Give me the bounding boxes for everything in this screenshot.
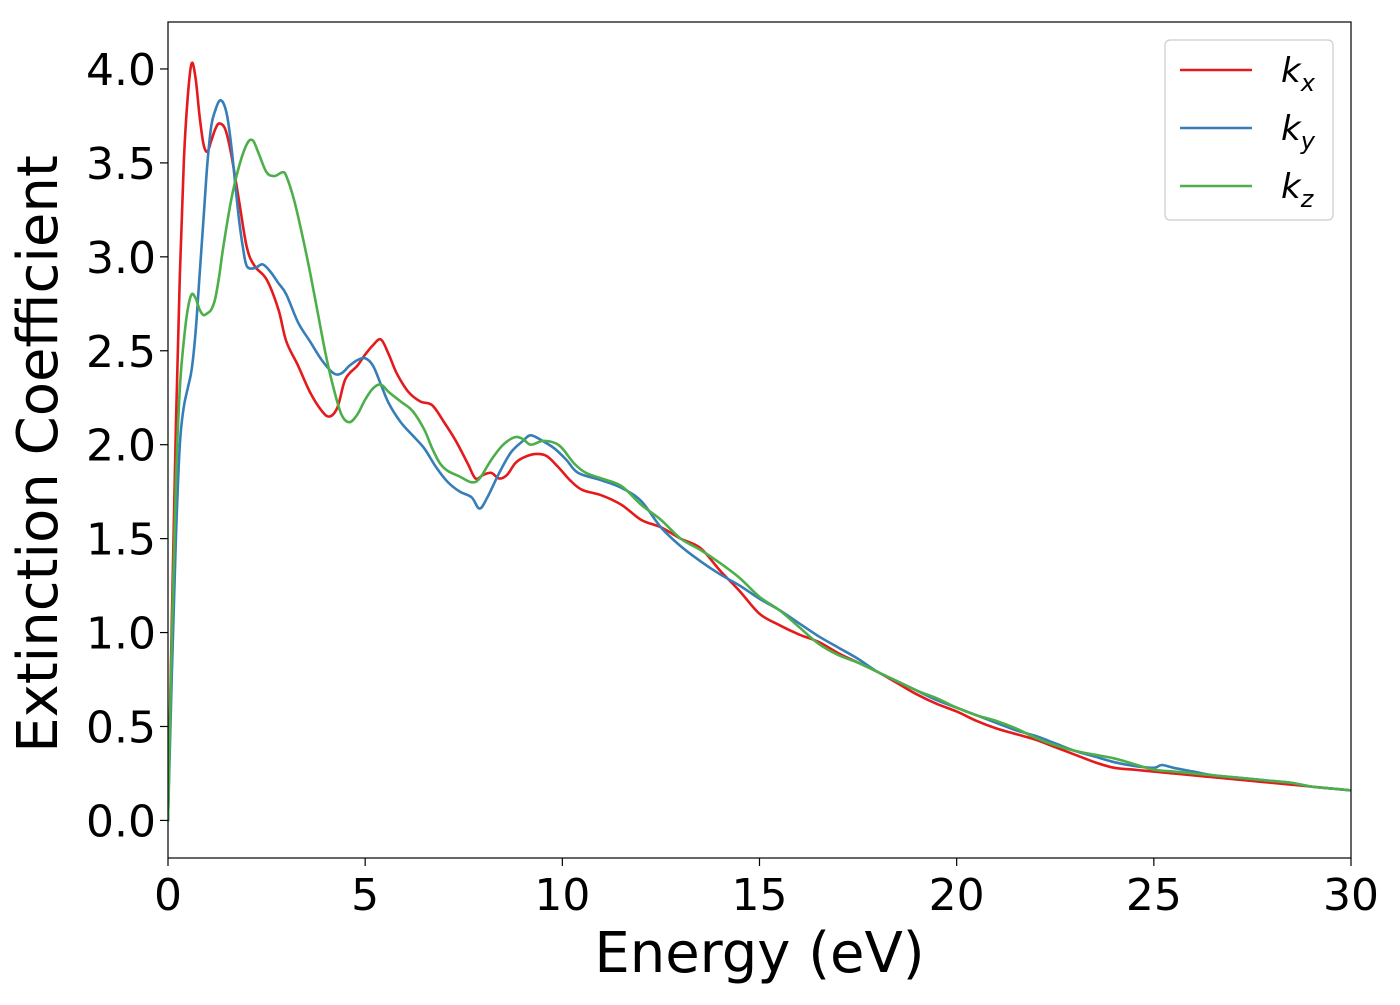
x-tick-label: 20 bbox=[929, 870, 985, 921]
series-layer bbox=[168, 61, 1351, 822]
x-tick-label: 30 bbox=[1323, 870, 1379, 921]
y-tick-label: 1.0 bbox=[86, 609, 156, 660]
x-tick-label: 15 bbox=[732, 870, 788, 921]
legend-label-kz: kz bbox=[1281, 167, 1315, 213]
legend-box bbox=[1164, 39, 1334, 221]
x-tick-label: 25 bbox=[1126, 870, 1182, 921]
series-line-kz bbox=[168, 138, 1351, 822]
legend-label-kx: kx bbox=[1281, 51, 1316, 97]
series-line-kx bbox=[168, 61, 1351, 822]
x-axis-title: Energy (eV) bbox=[594, 921, 924, 986]
x-tick-label: 5 bbox=[351, 870, 379, 921]
y-axis-title: Extinction Coefficient bbox=[6, 155, 71, 753]
y-tick-label: 0.0 bbox=[86, 796, 156, 847]
series-line-ky bbox=[168, 98, 1351, 822]
y-tick-label: 2.0 bbox=[86, 421, 156, 472]
y-tick-label: 0.5 bbox=[86, 702, 156, 753]
y-tick-label: 3.5 bbox=[86, 139, 156, 190]
x-tick-label: 10 bbox=[534, 870, 590, 921]
legend: kx ky kz bbox=[1164, 39, 1334, 221]
ticks-layer: 0 5 10 15 20 25 30 0.0 0.5 1.0 1.5 2.0 2.5 3.0 3.5 4.0 bbox=[86, 45, 1379, 921]
y-tick-label: 3.0 bbox=[86, 233, 156, 284]
legend-label-ky: ky bbox=[1281, 109, 1316, 155]
x-tick-label: 0 bbox=[154, 870, 182, 921]
y-tick-label: 1.5 bbox=[86, 515, 156, 566]
y-tick-label: 4.0 bbox=[86, 45, 156, 96]
y-tick-label: 2.5 bbox=[86, 327, 156, 378]
